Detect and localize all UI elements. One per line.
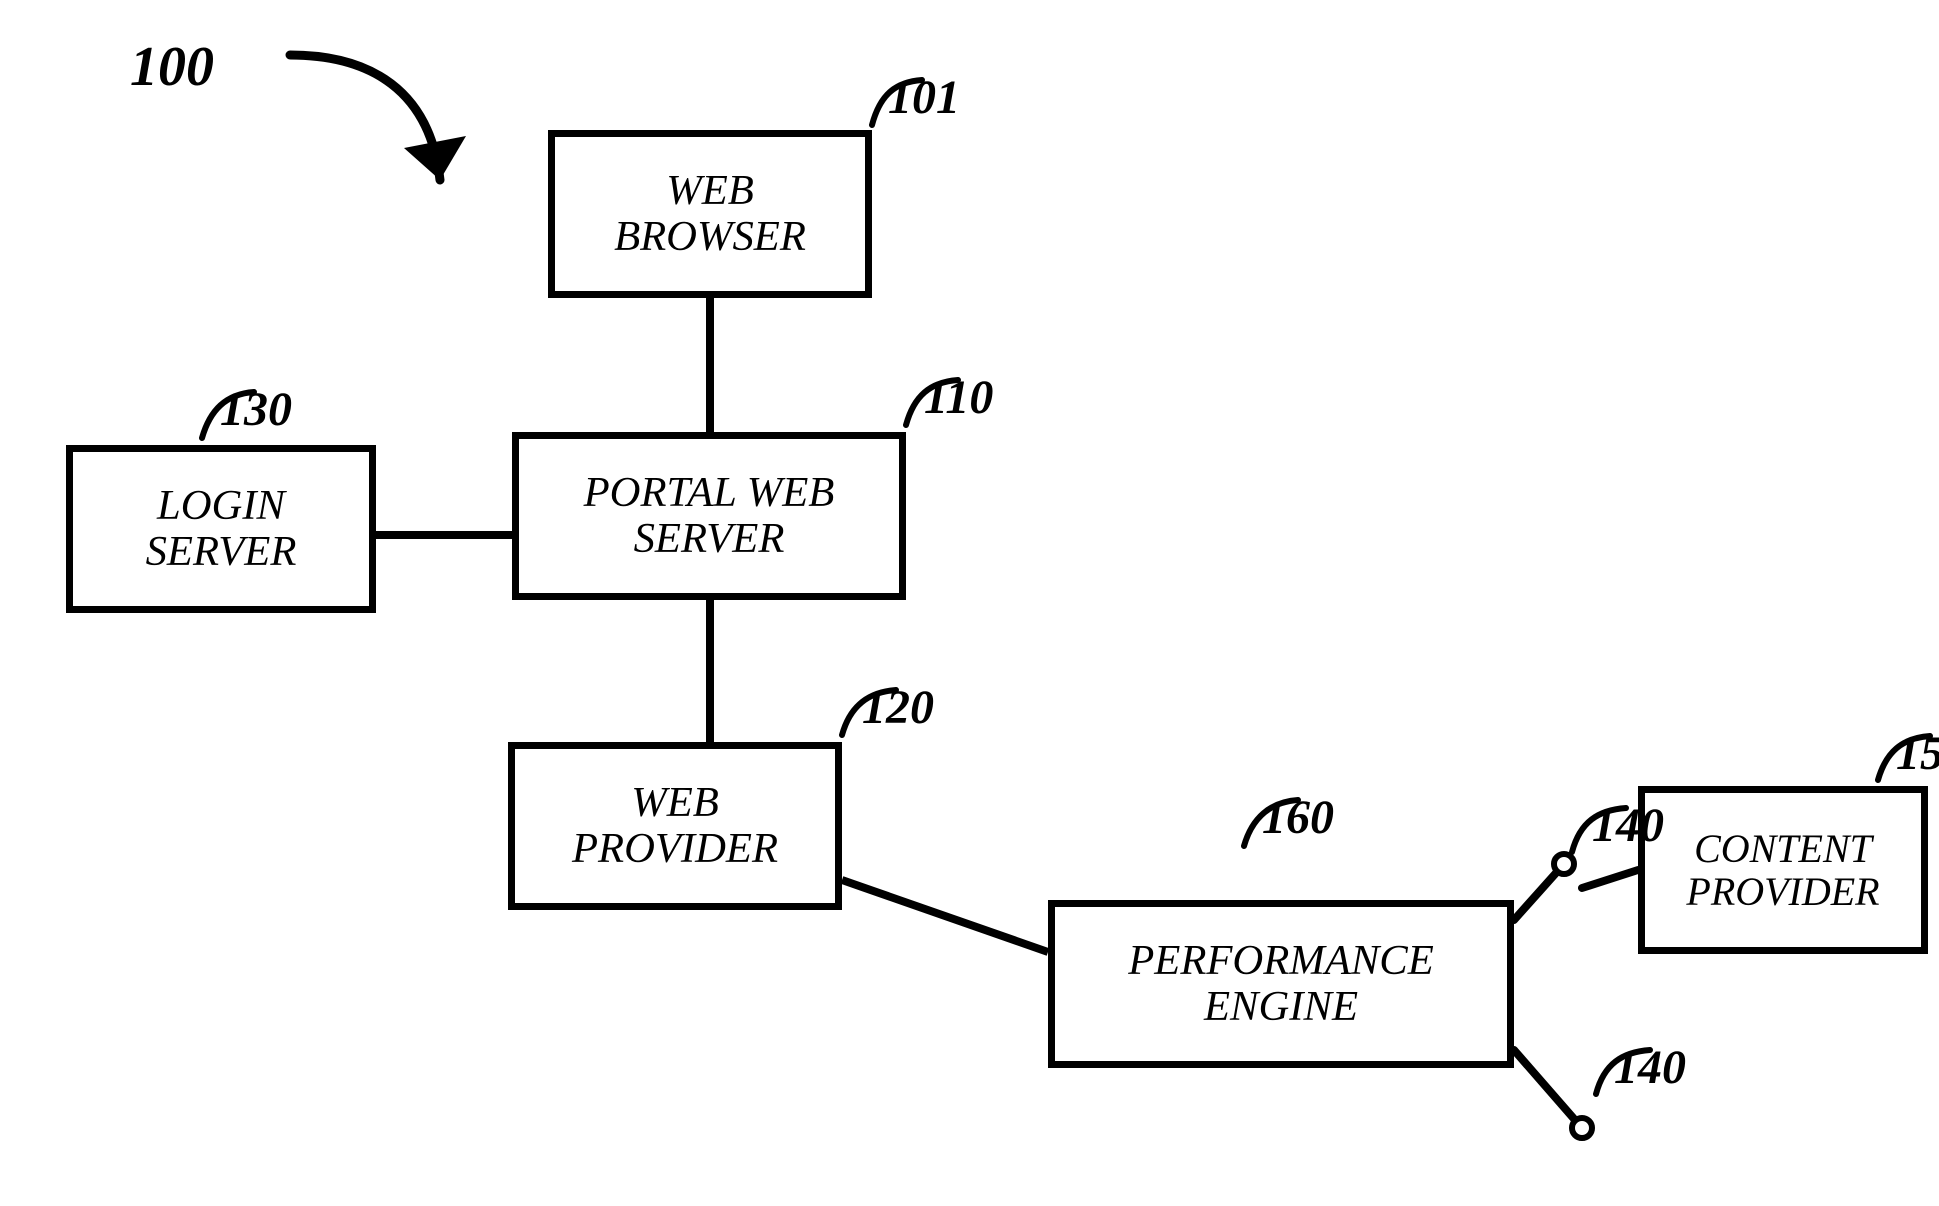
node-web-browser: WEBBROWSER bbox=[548, 130, 872, 298]
ref-label-web-provider: 120 bbox=[862, 680, 934, 735]
node-performance-engine: PERFORMANCEENGINE bbox=[1048, 900, 1514, 1068]
switch-contact-0 bbox=[1554, 854, 1574, 874]
node-text-line: PERFORMANCE bbox=[1128, 938, 1434, 984]
figure-arrow-head bbox=[404, 136, 466, 180]
ref-label-portal-web-server: 110 bbox=[924, 370, 993, 425]
switch-blade-0 bbox=[1514, 864, 1564, 920]
switch-blade-1 bbox=[1514, 1050, 1582, 1128]
node-text-line: PORTAL WEB bbox=[584, 470, 835, 516]
node-login-server: LOGINSERVER bbox=[66, 445, 376, 613]
node-text-line: WEB bbox=[666, 168, 754, 214]
node-text-line: LOGIN bbox=[157, 483, 285, 529]
ref-label-web-browser: 101 bbox=[888, 70, 960, 125]
ref-label-switch-1: 140 bbox=[1614, 1040, 1686, 1095]
ref-label-switch-0: 140 bbox=[1592, 798, 1664, 853]
node-text-line: CONTENT bbox=[1694, 827, 1872, 870]
node-text-line: PROVIDER bbox=[572, 826, 778, 872]
node-text-line: PROVIDER bbox=[1686, 870, 1879, 913]
figure-reference-number: 100 bbox=[130, 35, 214, 99]
figure-arrow-shaft bbox=[290, 55, 440, 180]
node-text-line: BROWSER bbox=[614, 214, 806, 260]
switch-contact-1 bbox=[1572, 1118, 1592, 1138]
node-text-line: SERVER bbox=[146, 529, 297, 575]
node-text-line: WEB bbox=[631, 780, 719, 826]
node-portal-web-server: PORTAL WEBSERVER bbox=[512, 432, 906, 600]
switch-stub-0 bbox=[1582, 870, 1638, 888]
node-content-provider: CONTENTPROVIDER bbox=[1638, 786, 1928, 954]
diagram-canvas: 100 WEBBROWSERPORTAL WEBSERVERLOGINSERVE… bbox=[0, 0, 1939, 1206]
ref-label-login-server: 130 bbox=[220, 382, 292, 437]
edge-web-provider-to-performance-engine bbox=[842, 880, 1048, 952]
ref-label-content-provider: 150 bbox=[1896, 726, 1939, 781]
node-text-line: ENGINE bbox=[1204, 984, 1358, 1030]
node-web-provider: WEBPROVIDER bbox=[508, 742, 842, 910]
ref-label-performance-engine: 160 bbox=[1262, 790, 1334, 845]
node-text-line: SERVER bbox=[634, 516, 785, 562]
